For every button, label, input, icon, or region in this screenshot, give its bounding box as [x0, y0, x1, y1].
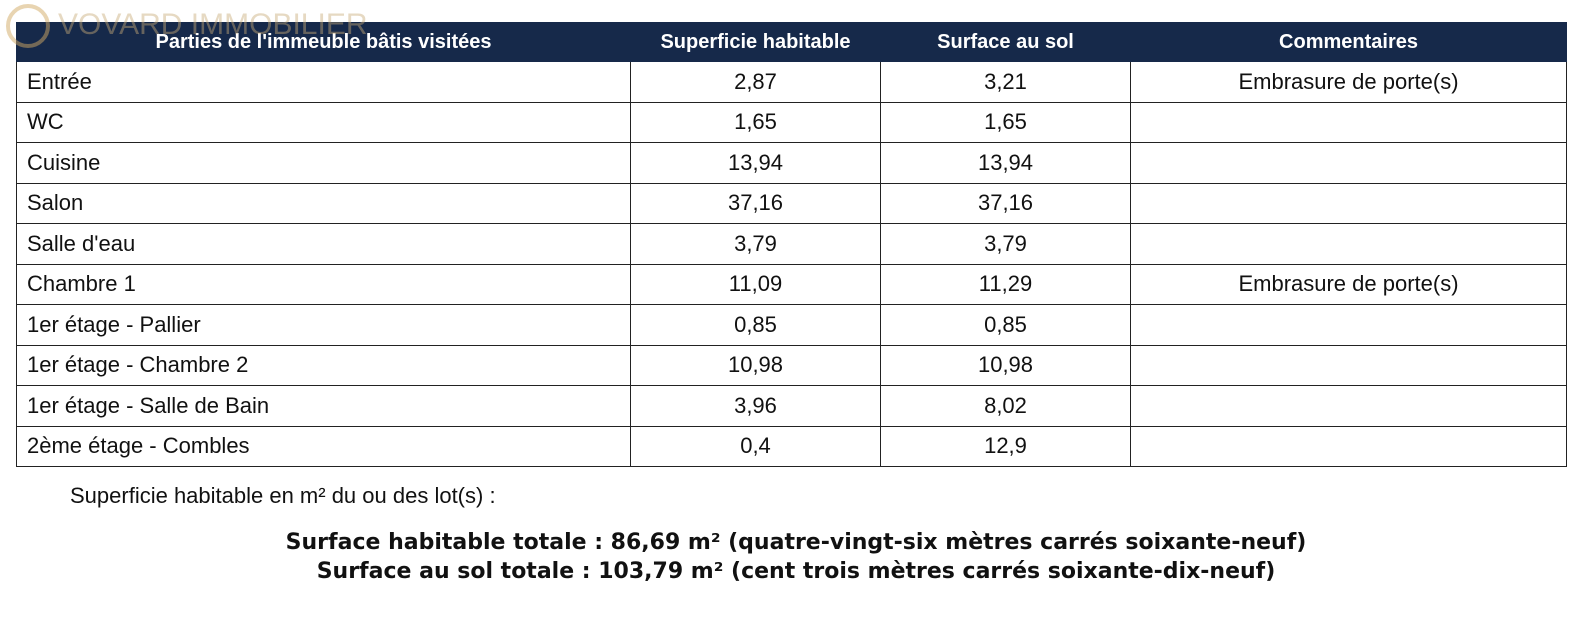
cell-piece: 1er étage - Salle de Bain: [16, 385, 631, 427]
cell-sol: 3,21: [880, 61, 1131, 103]
total-sol: Surface au sol totale : 103,79 m² (cent …: [316, 559, 1276, 584]
cell-commentaire: [1130, 223, 1567, 265]
cell-habitable: 11,09: [630, 263, 881, 305]
table-row: Chambre 1 11,09 11,29 Embrasure de porte(s): [16, 263, 1567, 305]
cell-sol: 0,85: [880, 304, 1131, 346]
table-row: 1er étage - Pallier 0,85 0,85: [16, 304, 1567, 346]
header-row: Parties de l'immeuble bâtis visitées Supe…: [16, 22, 1567, 62]
cell-commentaire: [1130, 142, 1567, 184]
cell-habitable: 3,79: [630, 223, 881, 265]
cell-sol: 1,65: [880, 101, 1131, 143]
table-row: Salle d'eau 3,79 3,79: [16, 223, 1567, 265]
column-header: Superficie habitable: [630, 22, 881, 62]
column-header: Surface au sol: [880, 22, 1131, 62]
total-habitable: Surface habitable totale : 86,69 m² (qua…: [285, 530, 1307, 555]
cell-piece: WC: [16, 101, 631, 143]
cell-piece: Salon: [16, 182, 631, 224]
cell-sol: 10,98: [880, 344, 1131, 386]
cell-piece: 1er étage - Chambre 2: [16, 344, 631, 386]
cell-piece: 1er étage - Pallier: [16, 304, 631, 346]
cell-piece: Entrée: [16, 61, 631, 103]
cell-piece: 2ème étage - Combles: [16, 425, 631, 467]
cell-commentaire: [1130, 182, 1567, 224]
table-row: 2ème étage - Combles 0,4 12,9: [16, 425, 1567, 467]
cell-piece: Cuisine: [16, 142, 631, 184]
table-row: Salon 37,16 37,16: [16, 182, 1567, 224]
table-row: 1er étage - Chambre 2 10,98 10,98: [16, 344, 1567, 386]
cell-commentaire: [1130, 304, 1567, 346]
cell-habitable: 0,85: [630, 304, 881, 346]
cell-commentaire: Embrasure de porte(s): [1130, 263, 1567, 305]
cell-commentaire: [1130, 344, 1567, 386]
cell-sol: 3,79: [880, 223, 1131, 265]
cell-habitable: 13,94: [630, 142, 881, 184]
cell-sol: 12,9: [880, 425, 1131, 467]
cell-habitable: 10,98: [630, 344, 881, 386]
cell-habitable: 0,4: [630, 425, 881, 467]
cell-habitable: 1,65: [630, 101, 881, 143]
column-header: Parties de l'immeuble bâtis visitées: [16, 22, 631, 62]
cell-piece: Salle d'eau: [16, 223, 631, 265]
cell-piece: Chambre 1: [16, 263, 631, 305]
summary-intro: Superficie habitable en m² du ou des lot…: [70, 483, 496, 508]
surface-table: Parties de l'immeuble bâtis visitées Supe…: [16, 22, 1567, 467]
cell-commentaire: [1130, 385, 1567, 427]
cell-sol: 8,02: [880, 385, 1131, 427]
cell-commentaire: [1130, 425, 1567, 467]
table-row: Cuisine 13,94 13,94: [16, 142, 1567, 184]
table-row: Entrée 2,87 3,21 Embrasure de porte(s): [16, 61, 1567, 103]
column-header: Commentaires: [1130, 22, 1567, 62]
cell-habitable: 3,96: [630, 385, 881, 427]
table-row: 1er étage - Salle de Bain 3,96 8,02: [16, 385, 1567, 427]
cell-habitable: 37,16: [630, 182, 881, 224]
cell-habitable: 2,87: [630, 61, 881, 103]
table-row: WC 1,65 1,65: [16, 101, 1567, 143]
cell-commentaire: Embrasure de porte(s): [1130, 61, 1567, 103]
cell-sol: 37,16: [880, 182, 1131, 224]
cell-sol: 11,29: [880, 263, 1131, 305]
cell-sol: 13,94: [880, 142, 1131, 184]
cell-commentaire: [1130, 101, 1567, 143]
